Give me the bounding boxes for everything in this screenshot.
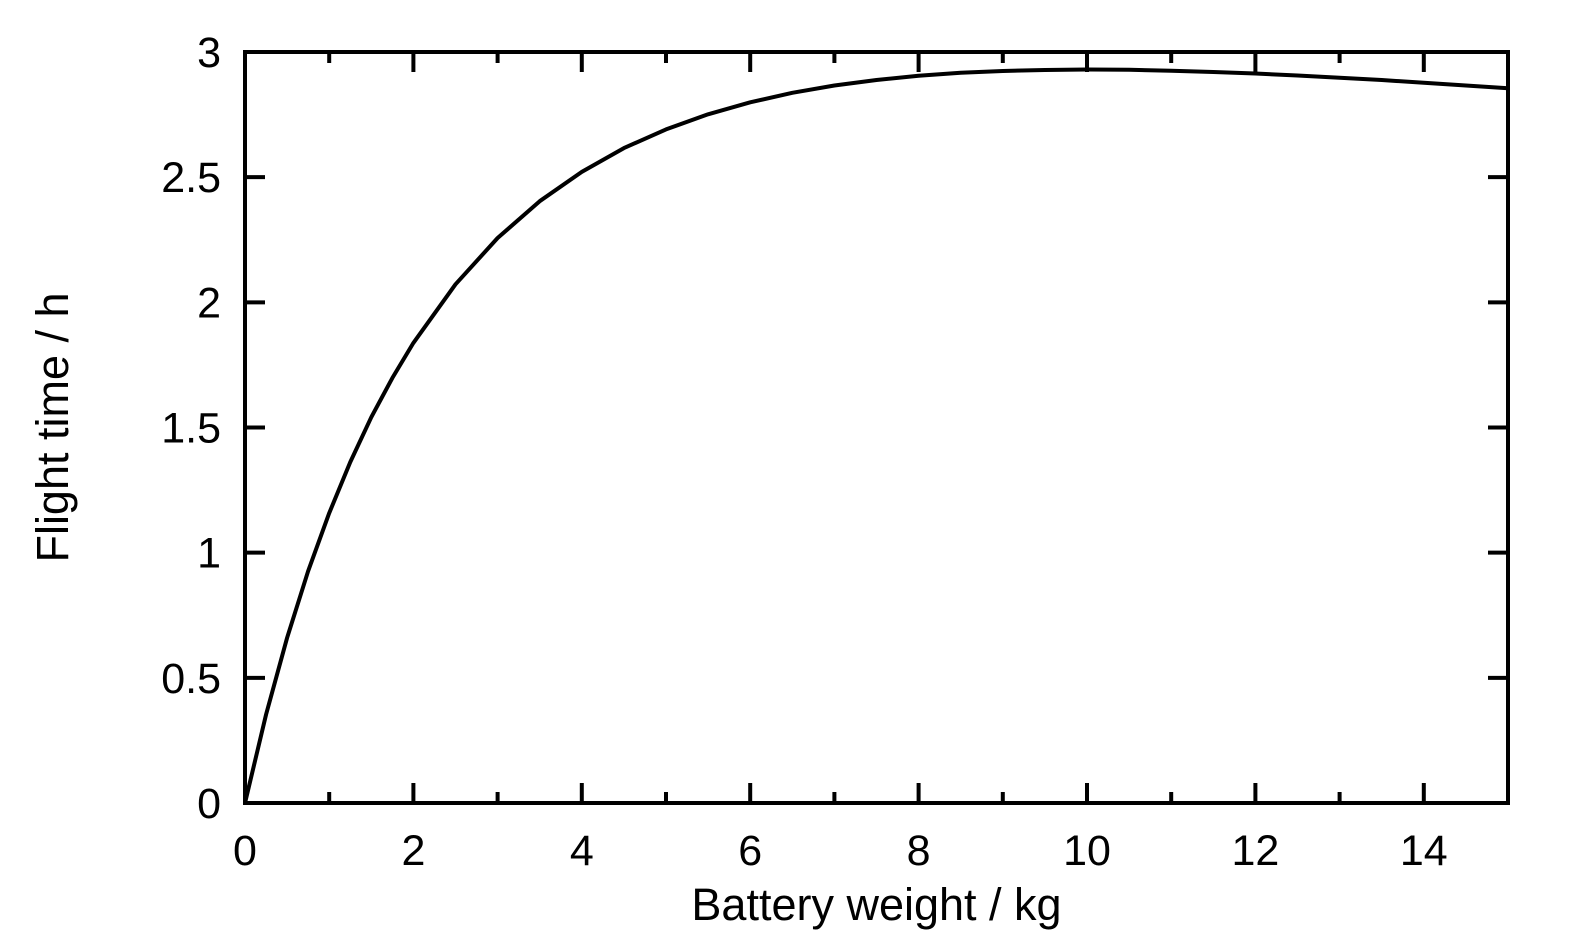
y-tick-label: 3 [197,29,221,77]
y-tick-label: 0 [197,780,221,828]
y-tick-label: 2 [197,279,221,327]
x-tick-label: 4 [570,827,594,875]
x-tick-label: 10 [1063,827,1111,875]
y-axis-title: Flight time / h [27,292,78,562]
y-tick-label: 2.5 [161,154,221,202]
x-axis-title: Battery weight / kg [691,879,1061,930]
plot-border [243,50,1510,805]
y-tick-label: 0.5 [161,655,221,703]
x-tick-label: 0 [233,827,257,875]
y-tick-label: 1 [197,530,221,578]
x-tick-label: 6 [738,827,762,875]
x-tick-label: 2 [401,827,425,875]
y-tick-label: 1.5 [161,405,221,453]
axis-tick-labels: 0 2 4 6 8 10 12 14 0 0.5 1 1.5 2 2.5 3 [161,29,1448,875]
x-tick-label: 12 [1231,827,1279,875]
axis-ticks [243,50,1510,805]
x-tick-label: 14 [1400,827,1448,875]
x-tick-label: 8 [907,827,931,875]
flight-time-curve [243,67,1510,805]
